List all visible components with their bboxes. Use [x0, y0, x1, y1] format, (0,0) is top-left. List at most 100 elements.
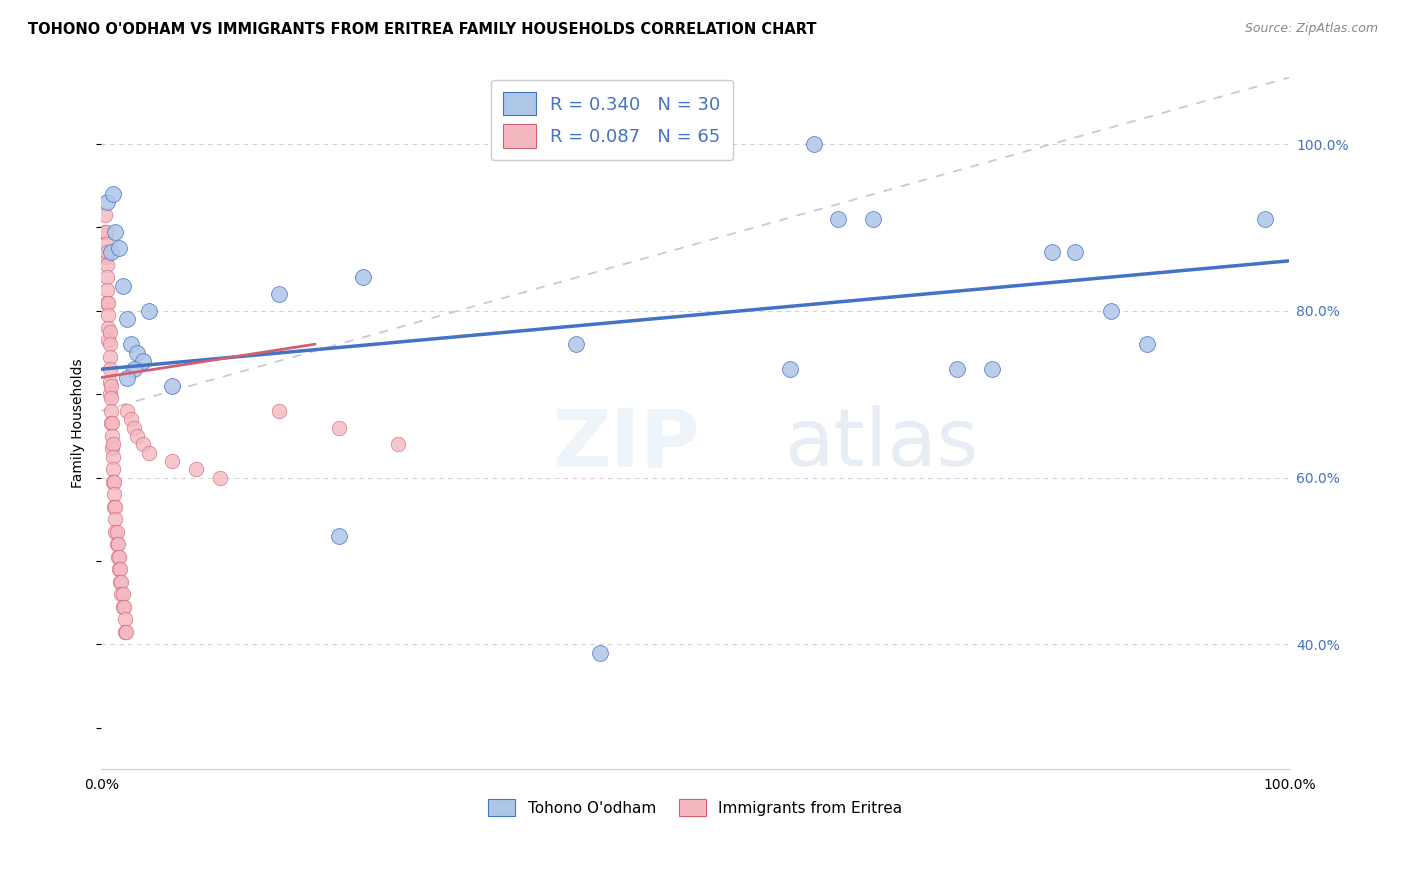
Point	[827, 212, 849, 227]
Point	[100, 379, 122, 393]
Point	[328, 420, 350, 434]
Point	[97, 333, 120, 347]
Point	[110, 562, 132, 576]
Point	[101, 187, 124, 202]
Point	[1040, 245, 1063, 260]
Point	[107, 549, 129, 564]
Point	[100, 245, 122, 260]
Point	[124, 362, 146, 376]
Point	[105, 537, 128, 551]
Point	[98, 337, 121, 351]
Point	[98, 387, 121, 401]
Point	[589, 646, 612, 660]
Point	[117, 370, 139, 384]
Point	[112, 599, 135, 614]
Point	[98, 375, 121, 389]
Point	[98, 350, 121, 364]
Point	[100, 392, 122, 406]
Text: Source: ZipAtlas.com: Source: ZipAtlas.com	[1244, 22, 1378, 36]
Point	[96, 270, 118, 285]
Point	[96, 195, 118, 210]
Point	[1064, 245, 1087, 260]
Point	[94, 208, 117, 222]
Text: TOHONO O'ODHAM VS IMMIGRANTS FROM ERITREA FAMILY HOUSEHOLDS CORRELATION CHART: TOHONO O'ODHAM VS IMMIGRANTS FROM ERITRE…	[28, 22, 817, 37]
Point	[98, 362, 121, 376]
Point	[104, 512, 127, 526]
Point	[111, 599, 134, 614]
Point	[111, 587, 134, 601]
Point	[110, 574, 132, 589]
Point	[108, 562, 131, 576]
Point	[110, 574, 132, 589]
Point	[114, 612, 136, 626]
Point	[115, 624, 138, 639]
Point	[98, 325, 121, 339]
Point	[97, 320, 120, 334]
Point	[105, 524, 128, 539]
Point	[565, 337, 588, 351]
Point	[101, 437, 124, 451]
Point	[94, 250, 117, 264]
Text: ZIP: ZIP	[553, 405, 700, 483]
Point	[120, 412, 142, 426]
Point	[104, 524, 127, 539]
Point	[97, 308, 120, 322]
Point	[96, 245, 118, 260]
Point	[138, 303, 160, 318]
Point	[101, 429, 124, 443]
Point	[104, 225, 127, 239]
Point	[94, 237, 117, 252]
Point	[945, 362, 967, 376]
Point	[352, 270, 374, 285]
Y-axis label: Family Households: Family Households	[72, 359, 86, 488]
Point	[94, 225, 117, 239]
Point	[125, 345, 148, 359]
Point	[387, 437, 409, 451]
Point	[101, 475, 124, 489]
Point	[114, 624, 136, 639]
Point	[107, 537, 129, 551]
Point	[100, 417, 122, 431]
Point	[208, 470, 231, 484]
Point	[96, 258, 118, 272]
Point	[96, 295, 118, 310]
Point	[328, 529, 350, 543]
Point	[779, 362, 801, 376]
Legend: Tohono O'odham, Immigrants from Eritrea: Tohono O'odham, Immigrants from Eritrea	[481, 791, 910, 824]
Point	[862, 212, 884, 227]
Point	[108, 549, 131, 564]
Point	[138, 445, 160, 459]
Point	[101, 417, 124, 431]
Point	[132, 354, 155, 368]
Point	[269, 287, 291, 301]
Point	[117, 312, 139, 326]
Point	[101, 442, 124, 456]
Point	[103, 487, 125, 501]
Point	[94, 225, 117, 239]
Point	[103, 475, 125, 489]
Point	[1254, 212, 1277, 227]
Point	[117, 404, 139, 418]
Point	[108, 241, 131, 255]
Point	[981, 362, 1004, 376]
Point	[803, 137, 825, 152]
Point	[110, 587, 132, 601]
Point	[1136, 337, 1159, 351]
Point	[132, 437, 155, 451]
Point	[186, 462, 208, 476]
Point	[97, 295, 120, 310]
Point	[101, 450, 124, 464]
Point	[101, 462, 124, 476]
Point	[125, 429, 148, 443]
Text: atlas: atlas	[785, 405, 979, 483]
Point	[269, 404, 291, 418]
Point	[103, 500, 125, 514]
Point	[124, 420, 146, 434]
Point	[100, 404, 122, 418]
Point	[162, 379, 184, 393]
Point	[104, 500, 127, 514]
Point	[120, 337, 142, 351]
Point	[1099, 303, 1122, 318]
Point	[96, 283, 118, 297]
Point	[162, 454, 184, 468]
